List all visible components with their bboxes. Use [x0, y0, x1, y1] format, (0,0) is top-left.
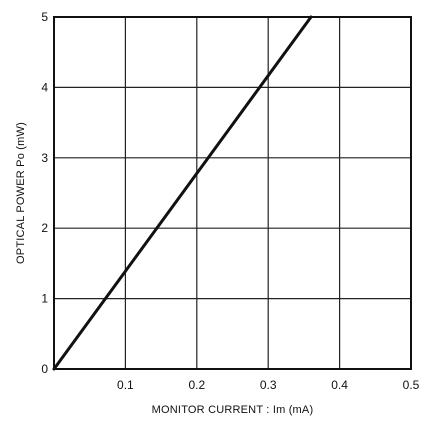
- y-tick-label: 4: [41, 80, 48, 94]
- plot-frame: [53, 16, 412, 370]
- x-tick-label: 0.1: [117, 378, 134, 392]
- y-tick-label: 0: [41, 362, 48, 376]
- grid-lines: [54, 16, 412, 370]
- x-tick-label: 0.5: [403, 378, 420, 392]
- x-tick-label: 0.4: [331, 378, 348, 392]
- x-tick-labels: 0.1 0.2 0.3 0.4 0.5: [117, 378, 420, 392]
- y-tick-label: 1: [41, 292, 48, 306]
- y-tick-label: 3: [41, 151, 48, 165]
- y-axis-label: OPTICAL POWER Po (mW): [15, 122, 27, 264]
- y-tick-label: 5: [41, 10, 48, 24]
- y-tick-label: 2: [41, 221, 48, 235]
- x-tick-label: 0.3: [260, 378, 277, 392]
- y-tick-labels: 0 1 2 3 4 5: [41, 10, 48, 376]
- x-axis-label: MONITOR CURRENT : Im (mA): [152, 404, 314, 416]
- x-tick-label: 0.2: [188, 378, 205, 392]
- series-group: [52, 15, 313, 371]
- series-line: [52, 15, 313, 371]
